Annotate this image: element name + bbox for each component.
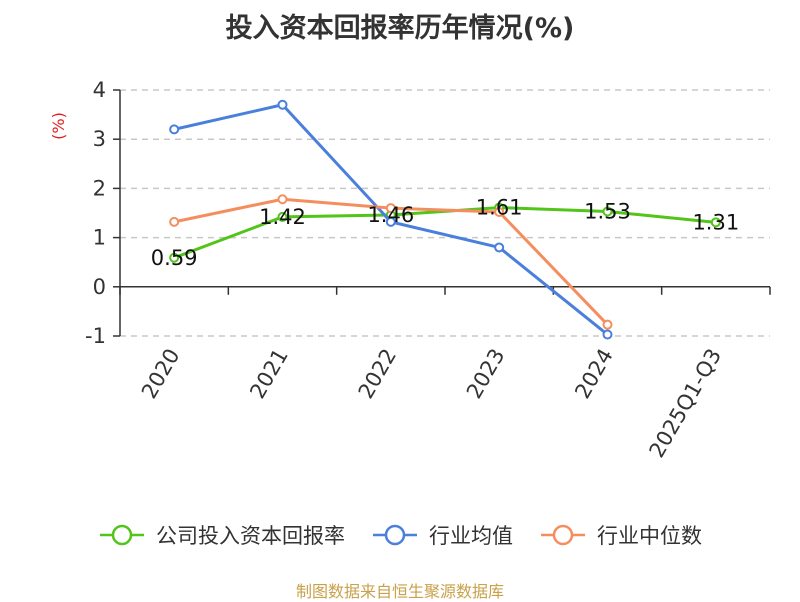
y-tick-label: 3	[93, 127, 106, 151]
chart-title: 投入资本回报率历年情况(%)	[225, 13, 575, 44]
series-lines	[169, 99, 721, 340]
data-point	[277, 99, 288, 110]
source-note: 制图数据来自恒生聚源数据库	[295, 582, 504, 601]
y-tick-label: 1	[93, 226, 106, 250]
x-tick-label: 2023	[462, 344, 510, 402]
legend-item: 公司投入资本回报率	[98, 520, 345, 550]
data-label: 1.46	[367, 203, 414, 227]
y-tick-label: -1	[85, 324, 106, 348]
x-tick-label: 2021	[245, 345, 293, 403]
data-point	[602, 319, 613, 330]
legend-label: 公司投入资本回报率	[156, 524, 345, 548]
data-labels: 0.59 1.42 1.46 1.61 1.53 1.31	[151, 196, 739, 270]
data-point	[277, 211, 288, 222]
data-point	[169, 252, 180, 263]
line-chart: 4 3 2 1 0 -1 2020 2021 2022 2023 2024 2025Q1-Q3 0.5…	[49, 78, 771, 462]
data-label: 1.53	[584, 200, 631, 224]
data-point	[169, 216, 180, 227]
legend-marker-icon	[373, 524, 417, 546]
data-label: 1.42	[259, 205, 306, 229]
legend-marker-icon	[100, 524, 144, 546]
axes: 4 3 2 1 0 -1 2020 2021 2022 2023 2024 2025Q1-Q3	[85, 78, 771, 462]
data-label: 1.31	[692, 210, 739, 234]
data-point	[494, 242, 505, 253]
y-tick-label: 0	[93, 275, 106, 299]
series-line-1	[173, 206, 716, 260]
data-point	[494, 207, 505, 218]
x-tick-label: 2024	[570, 345, 618, 403]
data-label: 0.59	[151, 246, 198, 270]
data-point	[710, 217, 721, 228]
legend-marker-icon	[541, 524, 585, 546]
data-point	[169, 124, 180, 135]
legend-item: 行业均值	[371, 520, 513, 550]
legend-label: 行业中位数	[597, 524, 702, 548]
legend-item: 行业中位数	[539, 520, 702, 550]
grid-lines	[120, 89, 770, 337]
x-tick-label: 2025Q1-Q3	[645, 345, 727, 462]
data-label: 1.61	[476, 196, 523, 220]
y-tick-label: 2	[93, 176, 106, 200]
y-tick-label: 4	[93, 78, 106, 102]
x-tick-label: 2022	[354, 345, 402, 403]
data-point	[385, 203, 396, 214]
legend-label: 行业均值	[429, 524, 513, 548]
data-point	[277, 194, 288, 205]
data-point	[385, 216, 396, 227]
y-axis-unit-label: (%)	[49, 112, 68, 140]
data-point	[602, 206, 613, 217]
x-tick-label: 2020	[137, 345, 185, 403]
data-point	[602, 329, 613, 340]
legend: 公司投入资本回报率 行业均值 行业中位数	[0, 520, 800, 550]
